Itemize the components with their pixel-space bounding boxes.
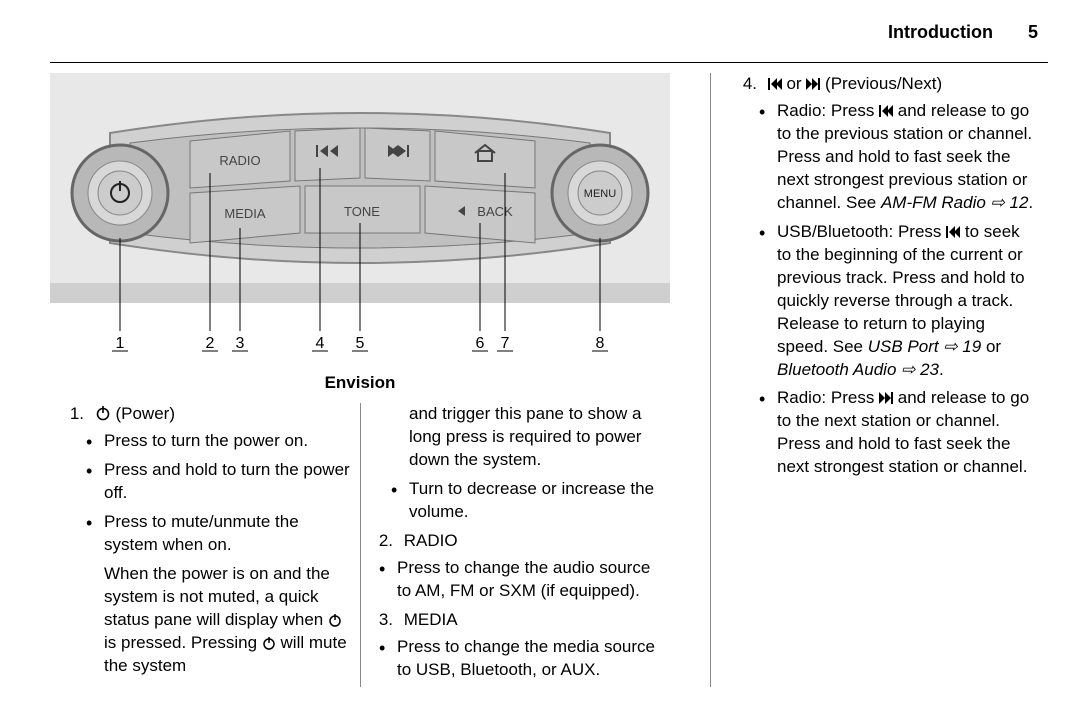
next-icon bbox=[806, 77, 820, 91]
svg-text:RADIO: RADIO bbox=[219, 153, 260, 168]
item-1-bullet-4: Turn to decrease or increase the volume. bbox=[409, 478, 666, 524]
item-1-bullet-1: Press to turn the power on. bbox=[104, 430, 356, 453]
power-icon bbox=[328, 613, 342, 627]
item-1: 1. (Power) Press to turn the power on. P… bbox=[54, 403, 356, 677]
header-rule bbox=[50, 62, 1048, 63]
item-1-para: When the power is on and the system is n… bbox=[54, 563, 356, 678]
header-title: Introduction bbox=[888, 22, 993, 42]
svg-text:TONE: TONE bbox=[344, 204, 380, 219]
item-4: 4. or (Previous/Next) Radio: Press and r… bbox=[727, 73, 1044, 479]
power-icon bbox=[262, 636, 276, 650]
prev-icon bbox=[946, 225, 960, 239]
svg-text:5: 5 bbox=[356, 335, 365, 352]
svg-text:BACK: BACK bbox=[477, 204, 513, 219]
prev-icon bbox=[879, 104, 893, 118]
svg-text:2: 2 bbox=[206, 335, 215, 352]
item-4-bullet-1: Radio: Press and release to go to the pr… bbox=[777, 100, 1044, 215]
header-page: 5 bbox=[1028, 22, 1038, 42]
radio-panel-diagram: MENU RADIO bbox=[50, 73, 670, 363]
column-2: and trigger this pane to show a long pre… bbox=[360, 403, 670, 687]
svg-text:8: 8 bbox=[596, 335, 605, 352]
svg-text:MENU: MENU bbox=[584, 188, 616, 200]
item-1-bullet-3: Press to mute/unmute the system when on. bbox=[104, 511, 356, 557]
item-3-bullet-1: Press to change the media source to USB,… bbox=[397, 636, 666, 682]
item-4-bullet-3: Radio: Press and release to go to the ne… bbox=[777, 387, 1044, 479]
svg-text:6: 6 bbox=[476, 335, 485, 352]
diagram-area: MENU RADIO bbox=[50, 73, 690, 395]
power-icon bbox=[95, 405, 111, 421]
svg-text:1: 1 bbox=[116, 335, 125, 352]
item-4-bullet-2: USB/Bluetooth: Press to seek to the begi… bbox=[777, 221, 1044, 382]
item-2: 2. RADIO Press to change the audio sourc… bbox=[363, 530, 666, 603]
item-3: 3. MEDIA Press to change the media sourc… bbox=[363, 609, 666, 682]
svg-text:4: 4 bbox=[316, 335, 325, 352]
item-1-bullet-2: Press and hold to turn the power off. bbox=[104, 459, 356, 505]
column-1: 1. (Power) Press to turn the power on. P… bbox=[50, 403, 360, 687]
svg-text:3: 3 bbox=[236, 335, 245, 352]
page-header: Introduction 5 bbox=[50, 20, 1048, 44]
item-1-cont: and trigger this pane to show a long pre… bbox=[375, 403, 666, 472]
item-2-bullet-1: Press to change the audio source to AM, … bbox=[397, 557, 666, 603]
svg-text:MEDIA: MEDIA bbox=[224, 206, 266, 221]
next-icon bbox=[879, 391, 893, 405]
svg-text:7: 7 bbox=[501, 335, 510, 352]
prev-icon bbox=[768, 77, 782, 91]
diagram-caption: Envision bbox=[50, 372, 670, 395]
